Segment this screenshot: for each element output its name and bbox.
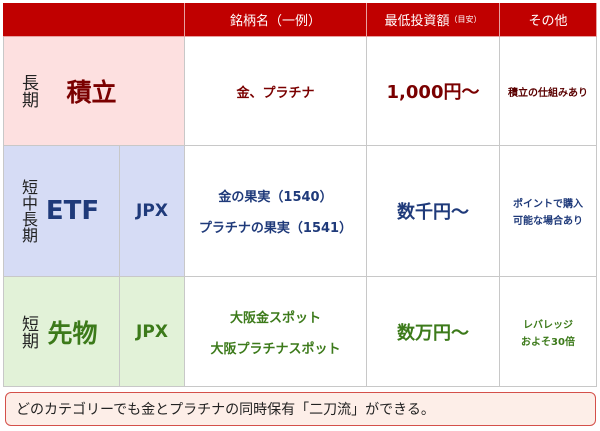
min-cell: 数万円～ (367, 277, 500, 387)
summary-note: どのカテゴリーでも金とプラチナの同時保有「二刀流」ができる。 (5, 392, 596, 426)
period-label: 短期 (18, 314, 38, 349)
names-cell: 金、プラチナ (185, 37, 367, 146)
header-min-label: 最低投資額 (384, 14, 450, 29)
type-label: 先物 (47, 318, 98, 348)
other-line: レバレッジ (523, 319, 573, 331)
row-short-category: 短期 先物 (3, 277, 120, 387)
other-line: およそ30倍 (521, 336, 575, 348)
other-cell: 積立の仕組みあり (500, 37, 597, 146)
name-item: 大阪金スポット (229, 310, 321, 326)
type-label: 積立 (66, 78, 117, 107)
exchange-cell: JPX (120, 277, 185, 387)
min-cell: 1,000円～ (367, 37, 500, 146)
period-label: 長期 (18, 74, 38, 108)
min-cell: 数千円～ (367, 146, 500, 277)
header-other: その他 (500, 3, 597, 37)
period-label: 短中長期 (19, 179, 38, 243)
other-line: ポイントで購入 (513, 199, 583, 210)
name-item: 金の果実（1540） (218, 190, 333, 205)
names-cell: 大阪金スポット大阪プラチナスポット (185, 277, 367, 387)
exchange-cell: JPX (120, 146, 185, 277)
row-long-category: 長期 積立 (3, 37, 185, 146)
names-cell: 金の果実（1540） プラチナの果実（1541） (185, 146, 367, 277)
other-line: 可能な場合あり (513, 216, 583, 227)
other-cell: レバレッジおよそ30倍 (500, 277, 597, 387)
type-label: ETF (45, 196, 100, 226)
other-cell: ポイントで購入 可能な場合あり (500, 146, 597, 277)
name-item: 大阪プラチナスポット (210, 341, 341, 357)
header-min: 最低投資額 （目安） (367, 3, 500, 37)
name-item: プラチナの果実（1541） (198, 221, 353, 236)
header-min-note: （目安） (449, 15, 482, 24)
row-mid-category: 短中長期 ETF (3, 146, 120, 277)
header-name: 銘柄名（一例） (185, 3, 367, 37)
header-blank (3, 3, 185, 37)
